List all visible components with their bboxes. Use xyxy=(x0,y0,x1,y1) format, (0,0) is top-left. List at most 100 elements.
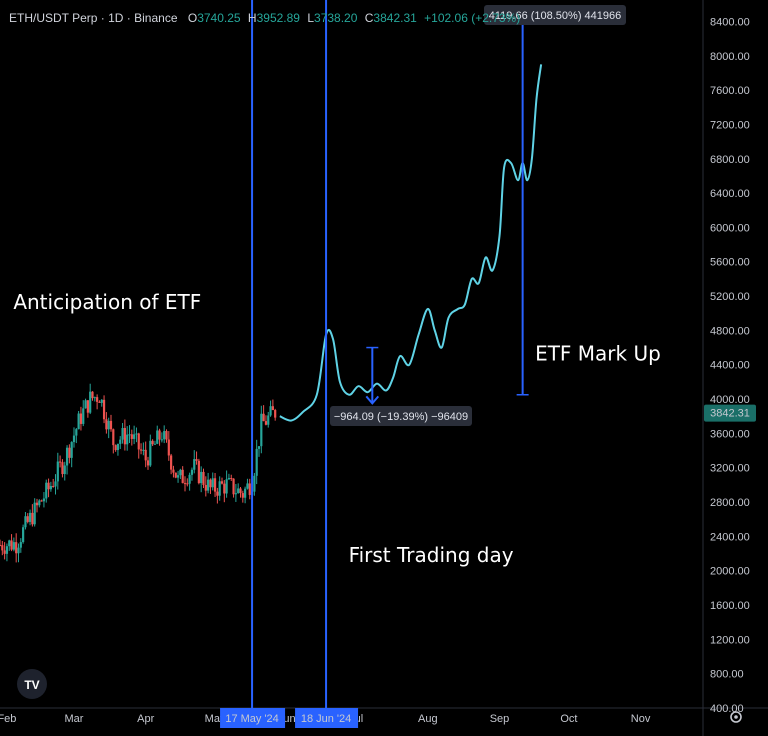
candle-body xyxy=(260,413,263,447)
time-tick-label: Aug xyxy=(418,713,438,725)
price-axis[interactable]: 400.00800.001200.001600.002000.002400.00… xyxy=(710,16,750,715)
projection-line xyxy=(279,64,543,422)
vline-date-label-2-text: 18 Jun '24 xyxy=(301,713,351,725)
candle-body xyxy=(5,546,9,554)
candle-body xyxy=(126,434,129,445)
candle-body xyxy=(172,469,175,473)
candle-body xyxy=(149,440,152,466)
candle-body xyxy=(3,550,6,554)
candle-body xyxy=(79,413,83,424)
close-value: 3842.31 xyxy=(373,11,417,25)
candle-body xyxy=(96,397,99,402)
price-tick-label: 5200.00 xyxy=(710,291,750,303)
candle-body xyxy=(84,400,87,409)
candle-body xyxy=(195,459,198,461)
candle-body xyxy=(170,455,173,470)
time-tick-label: Apr xyxy=(137,713,154,725)
low-key: L xyxy=(307,11,314,25)
price-tick-label: 2400.00 xyxy=(710,531,750,543)
candle-body xyxy=(202,471,205,485)
candle-body xyxy=(160,439,163,441)
drop-measure-label-bg xyxy=(330,406,472,426)
candle-body xyxy=(151,440,154,445)
price-tick-label: 4400.00 xyxy=(710,360,750,372)
candle-body xyxy=(209,479,212,488)
candle-body xyxy=(77,413,80,430)
time-tick-label: Sep xyxy=(490,713,510,725)
candle-body xyxy=(12,542,15,550)
price-tick-label: 6000.00 xyxy=(710,222,750,234)
candle-body xyxy=(116,443,120,451)
logo-circle xyxy=(17,669,47,699)
vline-date-label-1: 17 May '24 xyxy=(220,708,286,728)
time-tick-label: Mar xyxy=(65,713,84,725)
candle-body xyxy=(227,477,231,480)
open-value: 3740.25 xyxy=(197,11,241,25)
candle-body xyxy=(26,516,29,522)
candle-body xyxy=(130,434,133,439)
candles xyxy=(0,383,277,563)
candle-body xyxy=(133,434,136,439)
tradingview-logo[interactable]: TV xyxy=(17,669,47,699)
candle-body xyxy=(15,542,18,554)
last-price-badge-bg xyxy=(704,404,756,422)
candle-body xyxy=(102,399,106,420)
candle-body xyxy=(146,460,150,466)
annotation-etf-markup: ETF Mark Up xyxy=(535,341,661,365)
candle-body xyxy=(234,493,237,495)
symbol-title: ETH/USDT Perp · 1D · Binance xyxy=(9,11,178,25)
settings-gear-icon[interactable] xyxy=(730,711,742,723)
price-tick-label: 2000.00 xyxy=(710,566,750,578)
candle-body xyxy=(89,391,92,413)
vline-date-label-2: 18 Jun '24 xyxy=(295,708,359,728)
candle-body xyxy=(248,483,251,495)
drop-measure-text: −964.09 (−19.39%) −96409 xyxy=(334,411,468,423)
candle-body xyxy=(119,439,122,444)
candle-body xyxy=(54,481,57,487)
candle-body xyxy=(17,547,20,554)
candle-body xyxy=(269,406,272,416)
candle-body xyxy=(75,429,78,436)
price-tick-label: 7600.00 xyxy=(710,85,750,97)
candle-body xyxy=(59,461,62,463)
candle-body xyxy=(86,400,89,413)
candle-body xyxy=(153,443,157,445)
candle-body xyxy=(255,448,258,476)
candle-body xyxy=(197,460,200,484)
candle-body xyxy=(68,447,71,458)
candle-body xyxy=(262,413,265,422)
candle-body xyxy=(244,488,247,498)
rise-measure-label: 4119.66 (108.50%) 441966 xyxy=(484,5,626,25)
candle-body xyxy=(42,498,46,502)
candle-body xyxy=(190,469,194,475)
vertical-lines xyxy=(251,0,328,708)
gear-ring xyxy=(730,711,742,723)
logo-mark: TV xyxy=(24,678,39,692)
candle-body xyxy=(70,442,73,458)
candle-body xyxy=(123,427,126,445)
candle-body xyxy=(267,415,270,425)
drop-measure-label: −964.09 (−19.39%) −96409 xyxy=(330,406,472,426)
candle-body xyxy=(135,433,138,435)
candle-body xyxy=(207,479,210,491)
candle-body xyxy=(98,401,101,403)
candle-body xyxy=(91,391,94,399)
candle-body xyxy=(63,465,66,475)
candle-body xyxy=(165,431,168,440)
candle-body xyxy=(107,420,110,430)
candle-body xyxy=(144,449,147,461)
price-tick-label: 5600.00 xyxy=(710,257,750,269)
candle-body xyxy=(56,461,59,482)
drop-arrow-head xyxy=(365,395,380,405)
candle-body xyxy=(72,435,76,443)
candle-body xyxy=(114,445,117,451)
candle-body xyxy=(82,408,85,424)
candle-body xyxy=(61,462,64,475)
candle-body xyxy=(200,471,203,484)
price-tick-label: 4000.00 xyxy=(710,394,750,406)
price-tick-label: 4800.00 xyxy=(710,325,750,337)
candle-body xyxy=(216,491,219,496)
candle-body xyxy=(33,502,36,525)
